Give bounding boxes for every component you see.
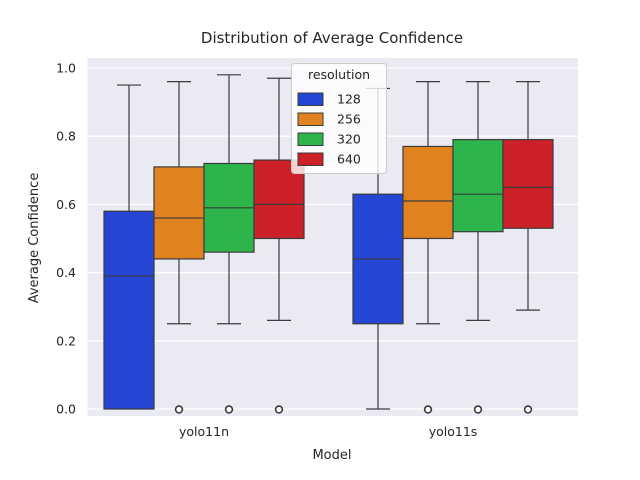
outlier-point bbox=[473, 405, 483, 414]
box-body bbox=[452, 139, 504, 233]
box-yolo11s-128 bbox=[352, 87, 404, 410]
y-tick-label: 0.4 bbox=[56, 265, 76, 280]
box-body bbox=[103, 210, 155, 410]
y-tick-label: 0.2 bbox=[56, 333, 76, 348]
legend-swatch-256 bbox=[297, 112, 324, 126]
chart-title: Distribution of Average Confidence bbox=[201, 29, 463, 47]
box-yolo11s-640 bbox=[502, 81, 554, 311]
legend-label-320: 320 bbox=[337, 132, 361, 147]
outlier-point bbox=[224, 405, 234, 414]
legend-swatch-640 bbox=[297, 152, 324, 166]
legend-swatch-128 bbox=[297, 92, 324, 106]
box-yolo11n-320 bbox=[203, 74, 255, 325]
legend-swatch-320 bbox=[297, 132, 324, 146]
y-tick-label: 1.0 bbox=[56, 61, 76, 76]
x-axis-label: Model bbox=[312, 448, 351, 463]
x-tick-label-yolo11s: yolo11s bbox=[429, 424, 478, 439]
legend-label-256: 256 bbox=[337, 112, 361, 127]
y-tick-label: 0.8 bbox=[56, 129, 76, 144]
x-tick-label-yolo11n: yolo11n bbox=[179, 424, 229, 439]
outlier-point bbox=[274, 405, 284, 414]
y-tick-label: 0.0 bbox=[56, 402, 76, 417]
box-body bbox=[502, 139, 554, 229]
legend-label-640: 640 bbox=[337, 152, 361, 167]
legend: resolution 128 256 320 640 bbox=[291, 63, 387, 174]
outlier-point bbox=[423, 405, 433, 414]
legend-label-128: 128 bbox=[337, 92, 361, 107]
y-axis-label: Average Confidence bbox=[27, 173, 42, 304]
box-body bbox=[402, 145, 454, 240]
outlier-point bbox=[174, 405, 184, 414]
box-yolo11s-320 bbox=[452, 81, 504, 321]
box-yolo11n-256 bbox=[153, 81, 205, 325]
outlier-point bbox=[523, 405, 533, 414]
legend-title: resolution bbox=[308, 67, 370, 82]
box-body bbox=[153, 166, 205, 260]
y-tick-label: 0.6 bbox=[56, 197, 76, 212]
box-yolo11s-256 bbox=[402, 81, 454, 325]
box-yolo11n-128 bbox=[103, 84, 155, 410]
